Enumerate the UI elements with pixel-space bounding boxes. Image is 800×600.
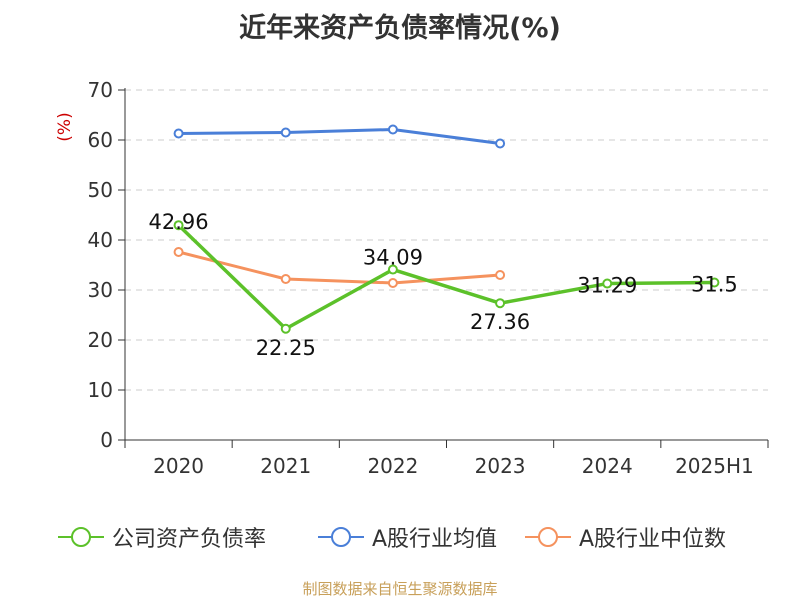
y-tick-label: 0 (100, 428, 113, 452)
data-point (387, 124, 398, 135)
legend-item-industry-mean[interactable]: A股行业均值 (318, 520, 497, 554)
x-tick-label: 2023 (475, 454, 526, 478)
legend-item-industry-median[interactable]: A股行业中位数 (525, 520, 726, 554)
x-tick-label: 2025H1 (675, 454, 754, 478)
y-axis-label: (%) (55, 112, 75, 141)
legend-line-icon (525, 527, 571, 547)
data-labels: 42.96 22.25 34.09 27.36 31.29 31.5 (149, 210, 738, 360)
data-point (495, 138, 506, 149)
data-label: 42.96 (149, 210, 209, 234)
data-point (173, 247, 184, 257)
data-point (495, 270, 506, 280)
legend-line-icon (318, 527, 364, 547)
y-tick-label: 20 (88, 328, 113, 352)
x-tick-label: 2024 (582, 454, 633, 478)
data-label: 31.5 (691, 273, 738, 297)
legend-line-icon (58, 527, 104, 547)
series-2 (173, 247, 506, 288)
series-line (177, 223, 715, 331)
data-point (173, 128, 184, 139)
data-point (280, 274, 291, 284)
y-tick-label: 70 (88, 78, 113, 102)
y-tick-label: 10 (88, 378, 113, 402)
x-tick-label: 2020 (153, 454, 204, 478)
legend-label: A股行业中位数 (579, 527, 727, 552)
y-tick-label: 30 (88, 278, 113, 302)
y-tick-label: 50 (88, 178, 113, 202)
series-line (178, 250, 501, 285)
data-point (280, 127, 291, 138)
legend-item-company[interactable]: 公司资产负债率 (58, 520, 266, 554)
series-line (178, 128, 501, 145)
data-label: 22.25 (256, 336, 316, 360)
data-point (602, 278, 613, 289)
y-tick-label: 40 (88, 228, 113, 252)
data-point (173, 220, 184, 231)
source-note: 制图数据来自恒生聚源数据库 (302, 580, 498, 598)
data-point (280, 323, 291, 334)
data-point (709, 277, 720, 288)
line-chart: 0 10 20 30 40 50 60 70 2020 2021 2022 2023 2024 2025H… (55, 78, 769, 478)
axes: 0 10 20 30 40 50 60 70 2020 2021 2022 2023 2024 2025H… (88, 78, 769, 478)
data-label: 31.29 (577, 274, 637, 298)
data-point (495, 298, 506, 309)
grid-lines (125, 89, 768, 391)
legend-label: 公司资产负债率 (112, 527, 267, 552)
data-label: 34.09 (363, 246, 423, 270)
data-point (387, 264, 398, 275)
x-tick-label: 2021 (260, 454, 311, 478)
series (173, 124, 720, 334)
series-0 (173, 220, 720, 334)
legend: 公司资产负债率 A股行业均值 A股行业中位数 (0, 520, 800, 554)
y-tick-label: 60 (88, 128, 113, 152)
legend-label: A股行业均值 (372, 527, 498, 552)
data-point (387, 278, 398, 288)
x-tick-label: 2022 (367, 454, 418, 478)
chart-title: 近年来资产负债率情况(%) (239, 13, 561, 44)
data-label: 27.36 (470, 310, 530, 334)
series-1 (173, 124, 506, 149)
